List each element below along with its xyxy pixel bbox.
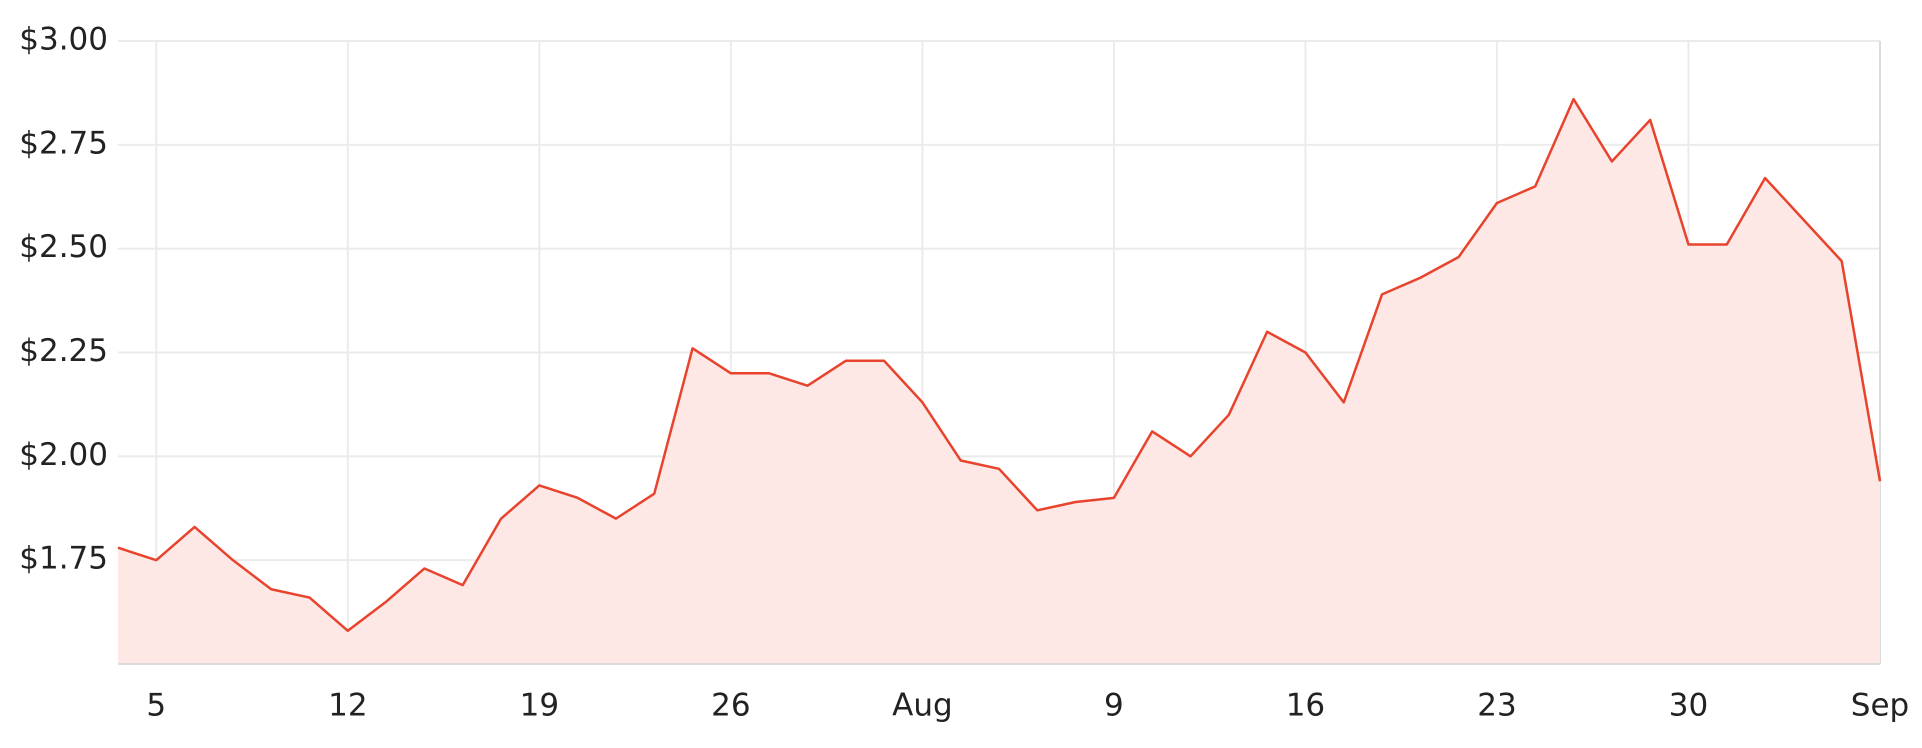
x-tick-label: Aug [892, 688, 953, 724]
x-tick-label: Sep [1851, 688, 1909, 724]
x-tick-label: 30 [1669, 688, 1708, 724]
y-tick-label: $2.25 [19, 333, 108, 369]
area [118, 99, 1880, 664]
x-tick-label: 19 [520, 688, 559, 724]
x-tick-label: 26 [711, 688, 750, 724]
line [117, 97, 1882, 633]
y-tick-label: $2.00 [19, 437, 108, 473]
y-tick-label: $3.00 [19, 22, 108, 58]
y-tick-label: $1.75 [19, 541, 108, 577]
y-tick-label: $2.50 [19, 229, 108, 265]
x-tick-label: 23 [1477, 688, 1516, 724]
x-tick-label: 16 [1286, 688, 1325, 724]
x-tick-label: 12 [328, 688, 367, 724]
x-tick-label: 5 [146, 688, 166, 724]
x-tick-label: 9 [1104, 688, 1124, 724]
y-tick-label: $2.75 [19, 125, 108, 161]
